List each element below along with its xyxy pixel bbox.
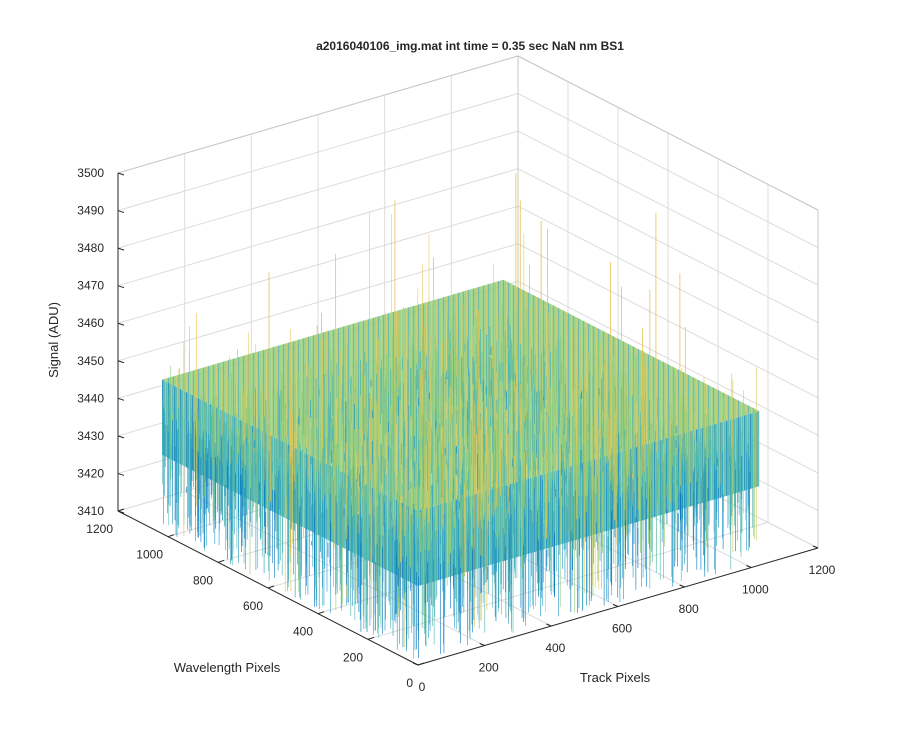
z-tick-label: 3480 xyxy=(77,241,104,255)
z-tick-mark xyxy=(117,397,125,401)
backwall-x-horizontal xyxy=(117,205,519,324)
chart-title: a2016040106_img.mat int time = 0.35 sec … xyxy=(316,39,624,53)
z-tick-mark xyxy=(117,285,125,289)
x-axis-label: Track Pixels xyxy=(580,670,651,685)
x-tick-mark xyxy=(612,604,619,607)
x-tick-label: 200 xyxy=(479,661,499,675)
z-tick-labels: 3410 3420 3430 3440 3450 3460 3470 3480 3490 3500 xyxy=(77,166,104,518)
z-tick-mark xyxy=(117,172,125,176)
backwall-x-horizontal xyxy=(117,93,519,212)
x-tick-mark xyxy=(546,623,552,627)
z-tick-mark xyxy=(117,322,125,326)
backwall-y-horizontal xyxy=(517,243,819,399)
y-tick-mark xyxy=(367,636,375,640)
z-tick-label: 3470 xyxy=(77,279,104,293)
y-tick-label: 1000 xyxy=(136,548,163,562)
x-tick-label: 1200 xyxy=(809,563,836,577)
y-tick-label: 200 xyxy=(343,650,363,664)
y-tick-label: 600 xyxy=(243,599,263,613)
x-tick-mark xyxy=(479,643,485,646)
y-tick-mark xyxy=(417,662,425,666)
y-tick-labels: 0 200 400 600 800 1000 1200 xyxy=(86,522,413,690)
z-tick-label: 3420 xyxy=(77,466,104,480)
x-tick-mark xyxy=(812,545,819,549)
x-tick-label: 0 xyxy=(419,680,426,694)
y-tick-label: 400 xyxy=(293,625,313,639)
backwall-y-horizontal xyxy=(517,280,819,436)
z-tick-mark xyxy=(117,360,125,364)
z-tick-mark xyxy=(117,472,125,476)
box-edge xyxy=(117,55,519,174)
x-tick-mark xyxy=(412,662,419,666)
z-tick-label: 3440 xyxy=(77,391,104,405)
x-tick-mark xyxy=(746,565,752,568)
z-tick-label: 3490 xyxy=(77,204,104,218)
z-tick-label: 3450 xyxy=(77,354,104,368)
z-tick-label: 3500 xyxy=(77,166,104,180)
x-tick-label: 1000 xyxy=(742,583,769,597)
x-tick-label: 400 xyxy=(545,641,565,655)
backwall-y-horizontal xyxy=(517,205,819,361)
y-tick-mark xyxy=(117,508,125,512)
y-tick-label: 800 xyxy=(193,573,213,587)
z-tick-label: 3410 xyxy=(77,504,104,518)
y-axis-label: Wavelength Pixels xyxy=(174,660,281,675)
x-tick-label: 600 xyxy=(612,622,632,636)
x-tick-label: 800 xyxy=(679,602,699,616)
backwall-y-horizontal xyxy=(517,130,819,286)
floor-gridline-y xyxy=(367,521,769,640)
x-tick-labels: 0 200 400 600 800 1000 1200 xyxy=(419,563,836,694)
axes xyxy=(117,172,819,666)
backwall-x-horizontal xyxy=(117,130,519,249)
box-edge xyxy=(517,55,819,211)
y-tick-mark xyxy=(267,585,275,589)
y-tick-mark xyxy=(317,611,325,615)
surface xyxy=(162,173,760,659)
z-tick-mark xyxy=(117,210,125,214)
surface-spikes xyxy=(162,173,757,659)
x-tick-mark xyxy=(679,584,685,588)
z-tick-mark xyxy=(117,435,125,439)
z-tick-mark xyxy=(117,247,125,251)
backwall-y-horizontal xyxy=(517,93,819,249)
y-tick-mark xyxy=(167,534,175,538)
z-tick-label: 3460 xyxy=(77,316,104,330)
y-tick-mark xyxy=(217,559,225,563)
backwall-x-horizontal xyxy=(117,168,519,287)
backwall-x-horizontal xyxy=(117,243,519,362)
z-tick-mark xyxy=(117,510,125,514)
y-tick-label: 0 xyxy=(406,676,413,690)
z-axis-label: Signal (ADU) xyxy=(46,302,61,378)
z-tick-label: 3430 xyxy=(77,429,104,443)
backwall-y-horizontal xyxy=(517,168,819,324)
y-tick-label: 1200 xyxy=(86,522,113,536)
